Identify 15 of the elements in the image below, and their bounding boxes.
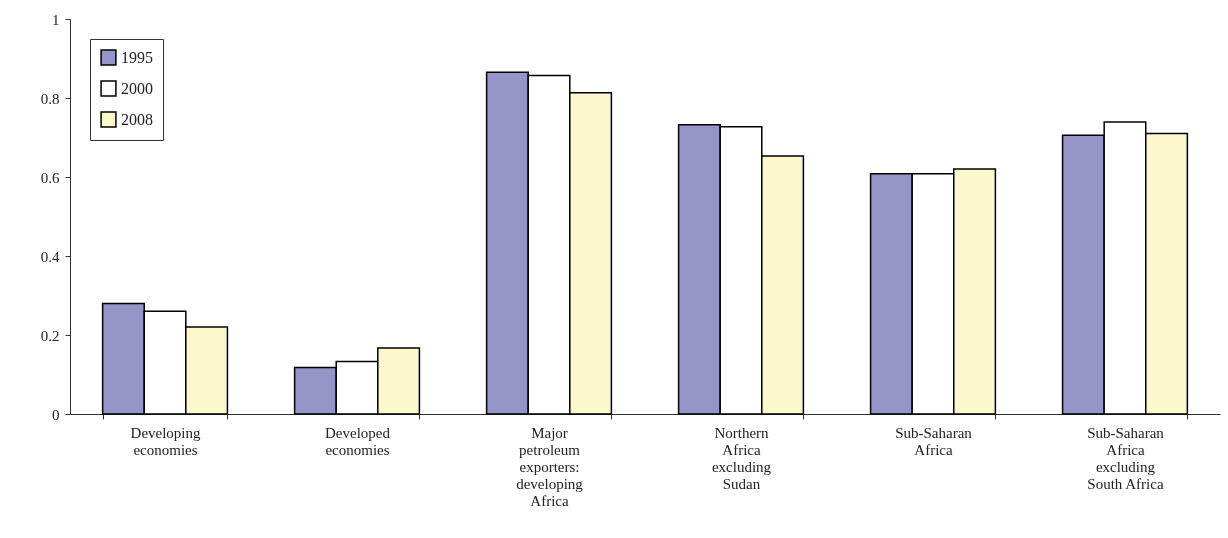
x-tick-label: Sub-Saharan Africa	[895, 424, 973, 458]
legend-label: 2008	[121, 110, 153, 128]
legend-label: 1995	[121, 48, 153, 66]
y-tick-label: 0	[52, 406, 60, 423]
y-tick-label: 0.4	[40, 248, 60, 265]
y-tick-label: 0.2	[40, 327, 60, 344]
y-tick-label: 1	[52, 11, 60, 28]
legend-label: 2000	[121, 79, 153, 97]
x-tick-label: Sub-Saharan Africa excluding South Africa	[1087, 424, 1165, 492]
x-tick-label: Major petroleum exporters: developing Africa	[516, 424, 584, 509]
y-tick-label: 0.8	[40, 90, 60, 107]
y-tick-label: 0.6	[40, 169, 60, 186]
x-tick-label: Developed economies	[325, 424, 391, 458]
x-tick-label: Developing economies	[130, 424, 202, 458]
x-tick-label: Northern Africa excluding Sudan	[711, 424, 772, 492]
